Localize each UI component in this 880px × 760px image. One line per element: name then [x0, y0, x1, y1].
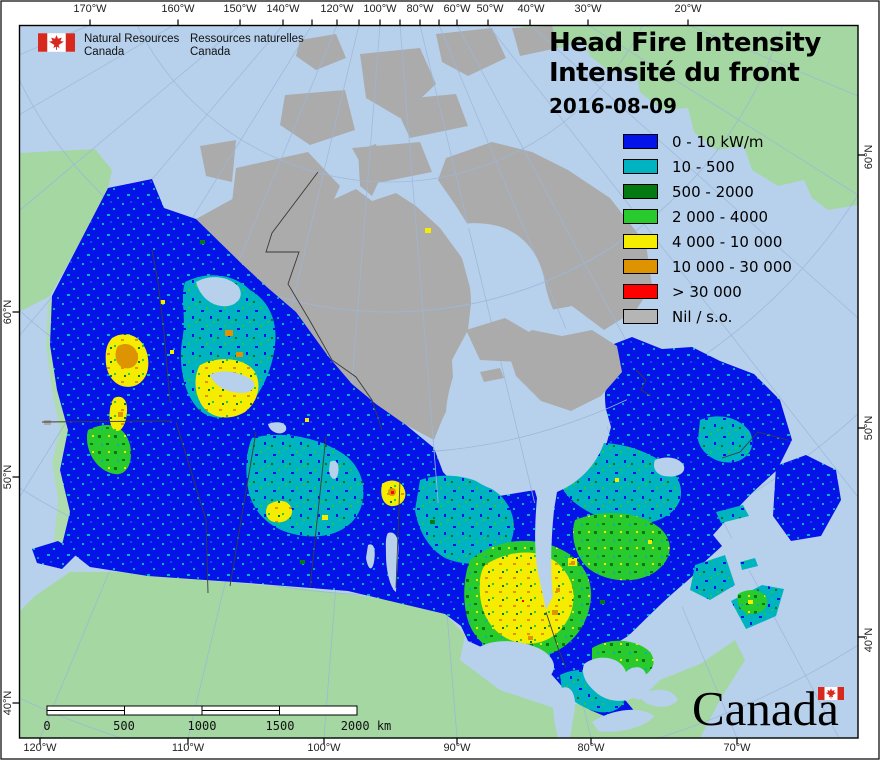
- scale-label: 0: [43, 719, 51, 733]
- legend-row: 10 - 500: [623, 158, 792, 176]
- great-bear-lake: [196, 277, 241, 307]
- legend-swatch: [623, 184, 658, 199]
- lon-label-top: 30°W: [574, 3, 602, 15]
- legend-row: Nil / s.o.: [623, 308, 792, 326]
- arctic-nil-land: [44, 26, 652, 549]
- lat-label-left: 60°N: [2, 299, 14, 325]
- lake-superior: [468, 641, 555, 685]
- scale-label: 1000: [187, 719, 217, 733]
- nrcan-name-en: Natural Resources Canada: [84, 33, 180, 58]
- lon-label-bottom: 80°W: [577, 742, 605, 754]
- legend-swatch: [623, 259, 658, 274]
- legend: 0 - 10 kW/m 10 - 500 500 - 2000 2 000 - …: [623, 133, 792, 334]
- great-slave-lake: [210, 371, 255, 394]
- bay-islands: [466, 318, 622, 411]
- lon-label-top: 150°W: [223, 3, 257, 15]
- legend-swatch: [623, 234, 658, 249]
- usa: [19, 572, 745, 738]
- lon-label-bottom: 100°W: [307, 742, 341, 754]
- lon-label-top: 120°W: [320, 3, 354, 15]
- lake-winnipeg: [385, 532, 399, 592]
- legend-swatch: [623, 159, 658, 174]
- newfoundland: [773, 455, 841, 541]
- baffin-island: [438, 142, 652, 330]
- vancouver-island: [32, 541, 78, 569]
- axis-ticks: [12, 19, 865, 745]
- title-en: Head Fire Intensity: [549, 28, 821, 58]
- legend-swatch: [623, 209, 658, 224]
- lat-label-right: 60°N: [863, 144, 875, 170]
- lake-michigan: [553, 687, 576, 738]
- lat-label-left: 40°N: [2, 690, 14, 716]
- lon-label-top: 100°W: [363, 3, 397, 15]
- legend-row: > 30 000: [623, 283, 792, 301]
- title-fr: Intensité du front: [549, 58, 800, 88]
- lon-label-top: 40°W: [517, 3, 545, 15]
- lon-label-bottom: 70°W: [723, 742, 751, 754]
- scale-label-end: 2000 km: [340, 719, 392, 733]
- legend-swatch: [623, 284, 658, 299]
- map-date: 2016-08-09: [549, 94, 677, 118]
- lon-label-top: 80°W: [406, 3, 434, 15]
- scale-bar: [46, 705, 358, 716]
- lon-label-bottom: 110°W: [171, 742, 205, 754]
- canada-flag-icon: [38, 33, 75, 52]
- lat-label-left: 50°N: [2, 464, 14, 490]
- lon-label-bottom: 90°W: [443, 742, 471, 754]
- legend-row: 4 000 - 10 000: [623, 233, 792, 251]
- wordmark-flag-icon: [818, 687, 844, 700]
- graticule-bay: [432, 228, 627, 503]
- lon-label-top: 140°W: [266, 3, 300, 15]
- atlantic-raster: [690, 455, 841, 629]
- mainland-tundra: [196, 189, 472, 440]
- hotspot-north-bc: [105, 334, 149, 432]
- lon-label-top: 170°W: [73, 3, 107, 15]
- canada-wordmark: Canada: [692, 681, 839, 736]
- anticosti-island: [716, 505, 749, 523]
- nrcan-name-fr: Ressources naturelles Canada: [190, 33, 304, 58]
- fire-intensity-raster: [32, 179, 792, 721]
- lon-label-top: 20°W: [674, 3, 702, 15]
- new-brunswick: [690, 555, 735, 600]
- lake-huron: [582, 657, 647, 701]
- lon-label-top: 50°W: [476, 3, 504, 15]
- lon-label-bottom: 120°W: [23, 742, 57, 754]
- legend-row: 500 - 2000: [623, 183, 792, 201]
- legend-swatch: [623, 134, 658, 149]
- alaska: [19, 149, 112, 312]
- scale-label: 500: [113, 719, 135, 733]
- legend-row: 10 000 - 30 000: [623, 258, 792, 276]
- lake-ontario: [642, 689, 678, 707]
- prince-edward-island: [740, 558, 758, 570]
- lat-label-right: 40°N: [863, 627, 875, 653]
- hudson-bay: [443, 223, 610, 610]
- legend-row: 0 - 10 kW/m: [623, 133, 792, 151]
- lake-erie: [592, 709, 654, 732]
- lat-label-right: 50°N: [863, 415, 875, 441]
- legend-swatch: [623, 309, 658, 324]
- nrcan-signature: Natural Resources Canada Ressources natur…: [38, 33, 310, 59]
- lon-label-top: 60°W: [443, 3, 471, 15]
- page-title: Head Fire Intensity Intensité du front 2…: [549, 28, 821, 118]
- lon-label-top: 160°W: [161, 3, 195, 15]
- legend-row: 2 000 - 4000: [623, 208, 792, 226]
- admin-boundaries: [41, 171, 789, 669]
- ungava-peninsula: [506, 330, 622, 411]
- scale-label: 1500: [265, 719, 295, 733]
- greenland: [520, 25, 858, 210]
